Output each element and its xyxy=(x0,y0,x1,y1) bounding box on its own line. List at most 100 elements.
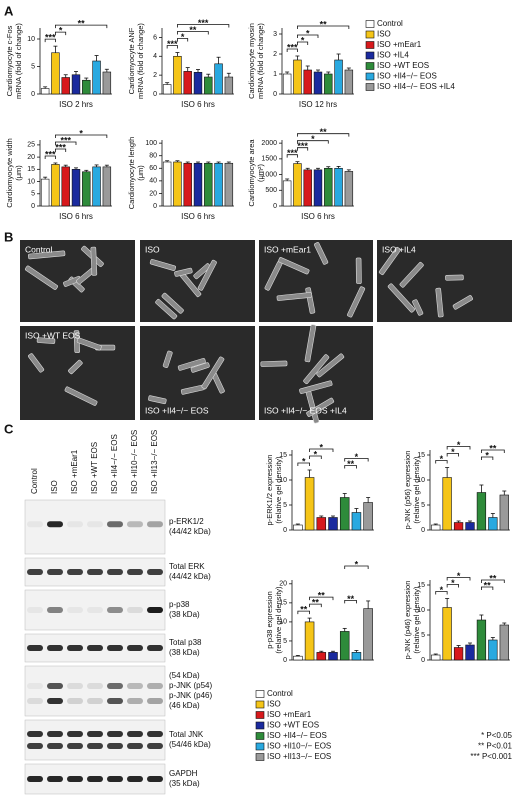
blot-band xyxy=(107,683,123,689)
panel-label: A xyxy=(4,3,14,18)
y-tick-label: 5 xyxy=(31,63,35,70)
bar xyxy=(488,639,498,661)
significance-bracket xyxy=(297,41,309,45)
cell xyxy=(25,265,58,290)
significance-bracket xyxy=(297,133,350,137)
y-tick-label: 0 xyxy=(153,91,157,98)
significance-bracket xyxy=(177,24,230,28)
y-tick-label: 0 xyxy=(273,203,277,210)
cell xyxy=(347,286,366,318)
significance-label: ** xyxy=(484,580,492,590)
legend-swatch xyxy=(365,62,375,70)
image-label: ISO xyxy=(145,244,160,254)
blot-band xyxy=(87,731,103,737)
x-axis-label: ISO 6 hrs xyxy=(181,100,215,109)
y-tick-label: 10 xyxy=(417,607,425,614)
blot-band xyxy=(107,776,123,782)
blot-band xyxy=(127,743,143,749)
significance-label: *** xyxy=(198,18,209,28)
lane-label: ISO +mEar1 xyxy=(70,449,79,494)
y-tick-label: 2 xyxy=(153,72,157,79)
significance-label: *** xyxy=(287,148,298,158)
cell xyxy=(303,354,330,384)
x-axis-label: ISO 2 hrs xyxy=(59,100,93,109)
micrograph xyxy=(140,326,255,420)
legend-label: Control xyxy=(267,689,293,698)
blot-band xyxy=(107,743,123,749)
significance-bracket xyxy=(297,34,319,38)
bar xyxy=(102,166,112,207)
bar xyxy=(173,55,182,95)
significance-bracket xyxy=(55,148,67,152)
y-tick-label: 20 xyxy=(27,154,35,161)
blot-band xyxy=(47,731,63,737)
y-tick-label: 10 xyxy=(279,619,287,626)
panel-label: C xyxy=(4,421,14,436)
blot-band xyxy=(127,776,143,782)
image-label: ISO +IL4 xyxy=(382,244,416,254)
significance-bracket xyxy=(55,134,108,138)
bar xyxy=(224,162,234,207)
bar xyxy=(328,517,338,531)
y-tick-label: 10 xyxy=(279,477,287,484)
bar xyxy=(488,517,498,531)
significance-bracket xyxy=(297,462,310,466)
significance-bracket xyxy=(309,455,322,459)
significance-label: ** xyxy=(347,459,355,469)
y-axis-label: (relative gel density) xyxy=(412,586,421,654)
significance-bracket xyxy=(481,586,494,590)
significance-label: ** xyxy=(318,590,326,600)
y-tick-label: 3 xyxy=(273,31,277,38)
significance-bracket xyxy=(55,31,67,36)
blot-band xyxy=(47,645,63,651)
blot-band xyxy=(107,731,123,737)
blot-band xyxy=(67,645,83,651)
bar xyxy=(316,517,327,531)
significance-label: ** xyxy=(78,19,86,29)
significance-label: * xyxy=(302,456,306,466)
bar xyxy=(183,162,192,207)
blot-band xyxy=(27,607,43,613)
bar xyxy=(173,161,182,207)
blot-band xyxy=(47,683,63,689)
significance-bracket xyxy=(309,596,334,601)
significance-bracket xyxy=(344,599,357,604)
bar xyxy=(282,180,292,207)
significance-bracket xyxy=(435,460,448,464)
image-label: ISO +mEar1 xyxy=(264,244,311,254)
significance-bracket xyxy=(297,25,350,29)
bar xyxy=(293,524,303,531)
y-tick-label: 1500 xyxy=(261,156,277,163)
bar xyxy=(82,79,91,95)
cell xyxy=(452,295,473,310)
significance-bracket xyxy=(177,38,189,42)
bar xyxy=(51,52,60,95)
cell xyxy=(197,259,217,291)
legend-swatch xyxy=(255,711,265,719)
image-label: ISO +Il4−/− EOS xyxy=(145,405,209,415)
image-label: ISO +WT EOS xyxy=(25,330,81,340)
blot-band xyxy=(27,731,43,737)
legend-label: ISO +mEar1 xyxy=(377,40,422,49)
cell xyxy=(314,242,329,265)
cell xyxy=(304,324,317,363)
y-axis-label: p-JNK (p56) expression xyxy=(403,451,412,530)
bar xyxy=(71,74,81,95)
blot-band xyxy=(27,776,43,782)
significance-label: * xyxy=(59,26,63,36)
significance-label: * xyxy=(457,440,461,450)
bar xyxy=(476,492,487,531)
significance-label: * xyxy=(306,28,310,38)
blot-band xyxy=(27,683,43,689)
cell xyxy=(260,360,288,367)
blot-band xyxy=(147,743,163,749)
significance-label: *** xyxy=(167,39,178,49)
blot-band xyxy=(147,521,163,528)
blot-band xyxy=(147,607,163,613)
y-axis-label: p-ERK1/2 expression xyxy=(265,455,274,526)
blot-label: Total p38 xyxy=(169,638,202,647)
significance-bracket xyxy=(286,48,298,52)
significance-label: *** xyxy=(55,142,66,152)
bar xyxy=(204,162,213,207)
blot-band xyxy=(47,607,63,613)
